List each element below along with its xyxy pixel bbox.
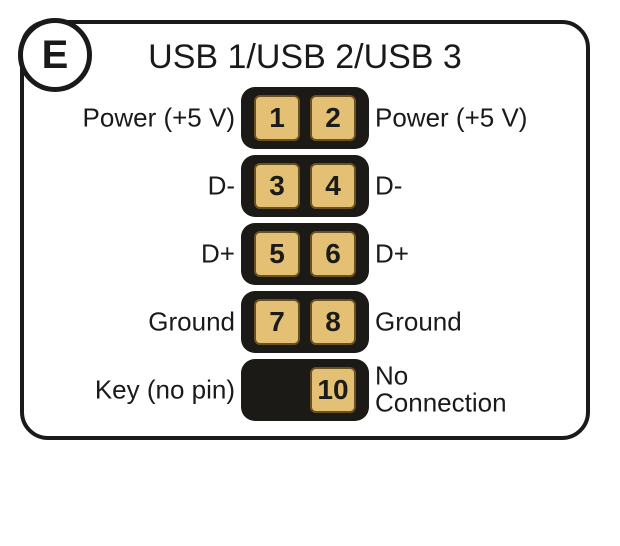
pin: 3	[254, 163, 300, 209]
pin-block: 1 2	[241, 87, 369, 149]
pin-row: Power (+5 V) 1 2 Power (+5 V)	[24, 87, 586, 149]
pin: 6	[310, 231, 356, 277]
pin-row: D- 3 4 D-	[24, 155, 586, 217]
badge-letter: E	[42, 33, 69, 78]
pin-grid: Power (+5 V) 1 2 Power (+5 V) D- 3 4 D- …	[24, 87, 586, 417]
pin-label-right: No Connection	[375, 363, 507, 418]
pin-block: 3 4	[241, 155, 369, 217]
pin-block: 5 6	[241, 223, 369, 285]
pin: 2	[310, 95, 356, 141]
pinout-diagram: E USB 1/USB 2/USB 3 Power (+5 V) 1 2 Pow…	[20, 20, 590, 440]
pin-label-left: D+	[201, 240, 235, 267]
pin: 4	[310, 163, 356, 209]
pin: 7	[254, 299, 300, 345]
pin: 10	[310, 367, 356, 413]
pin-label-left: Key (no pin)	[95, 376, 235, 403]
pin-block: 10	[241, 359, 369, 421]
pin: 8	[310, 299, 356, 345]
pin-row: Ground 7 8 Ground	[24, 291, 586, 353]
pin-label-left: D-	[208, 172, 235, 199]
pin-label-left: Power (+5 V)	[83, 104, 235, 131]
pin-row: Key (no pin) 10 No Connection	[24, 359, 586, 421]
diagram-title: USB 1/USB 2/USB 3	[24, 24, 586, 77]
pin: 1	[254, 95, 300, 141]
section-badge: E	[18, 18, 92, 92]
pin-label-right: Power (+5 V)	[375, 104, 527, 131]
pin-label-right: D+	[375, 240, 409, 267]
pin-label-left: Ground	[148, 308, 235, 335]
pin-keyed	[254, 367, 300, 413]
pin-block: 7 8	[241, 291, 369, 353]
pin-row: D+ 5 6 D+	[24, 223, 586, 285]
pin-label-right: Ground	[375, 308, 462, 335]
pin-label-right: D-	[375, 172, 402, 199]
pin: 5	[254, 231, 300, 277]
